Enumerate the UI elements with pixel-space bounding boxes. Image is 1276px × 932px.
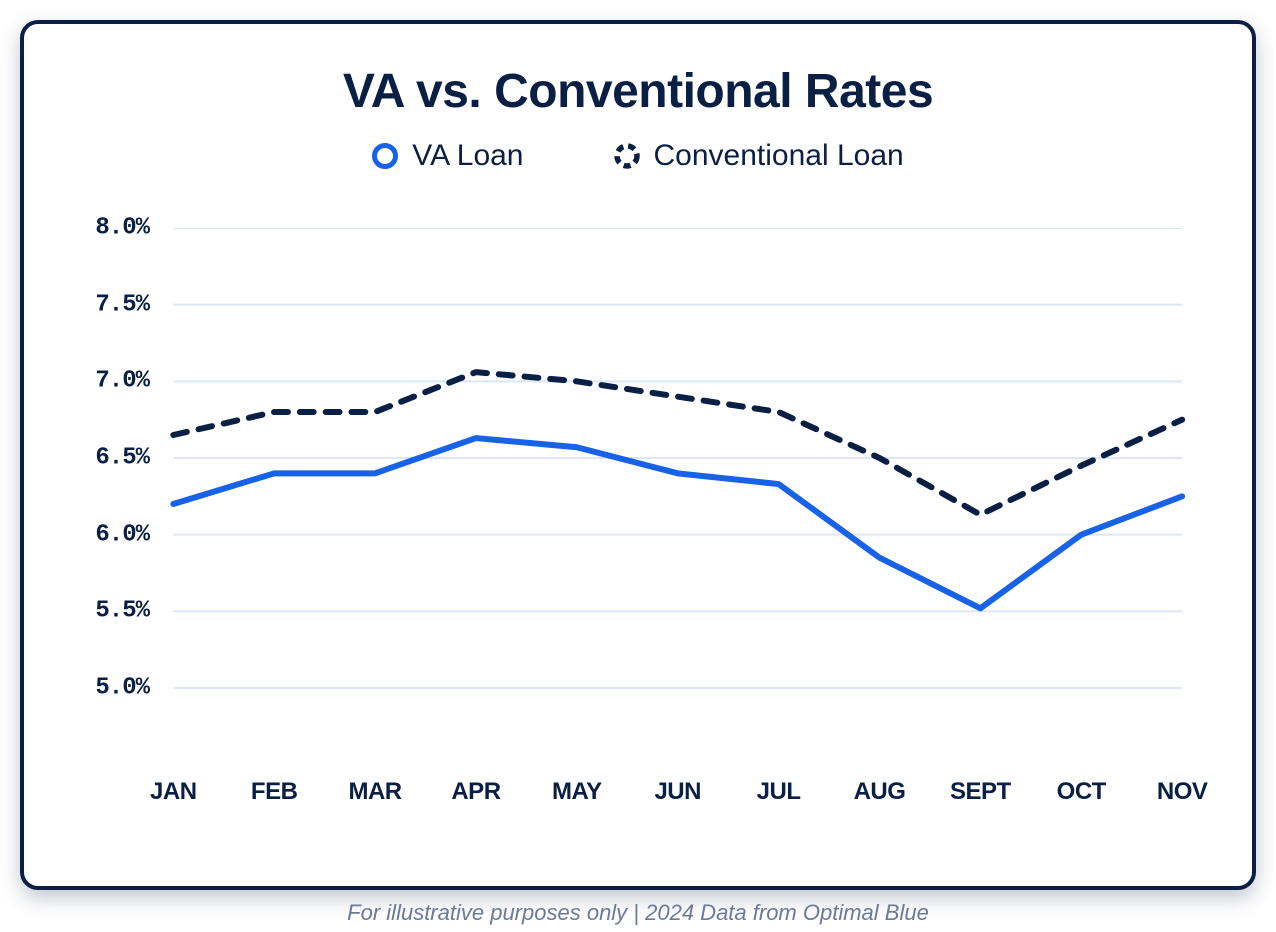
x-tick-label: APR [451,778,500,806]
chart-footnote: For illustrative purposes only | 2024 Da… [347,900,929,926]
x-tick-label: MAR [348,778,401,806]
legend-marker-dashed-icon [614,143,640,169]
x-tick-label: MAY [552,778,602,806]
x-tick-label: NOV [1157,778,1208,806]
legend-label-conventional: Conventional Loan [654,139,904,173]
legend-item-conventional: Conventional Loan [614,139,904,173]
chart-container: VA vs. Conventional Rates VA Loan Conven… [20,20,1256,890]
legend-label-va: VA Loan [412,139,523,173]
x-tick-label: OCT [1057,778,1106,806]
x-tick-label: FEB [251,778,298,806]
x-tick-label: JUN [654,778,701,806]
legend-item-va: VA Loan [372,139,523,173]
x-tick-label: JUL [757,778,801,806]
chart-svg [74,228,1202,718]
plot-area: 5.0%5.5%6.0%6.5%7.0%7.5%8.0% JANFEBMARAP… [74,228,1202,718]
x-tick-label: JAN [150,778,197,806]
x-tick-label: SEPT [950,778,1011,806]
chart-title: VA vs. Conventional Rates [74,64,1202,119]
legend-marker-solid-icon [372,143,398,169]
x-tick-label: AUG [854,778,906,806]
legend: VA Loan Conventional Loan [74,139,1202,173]
